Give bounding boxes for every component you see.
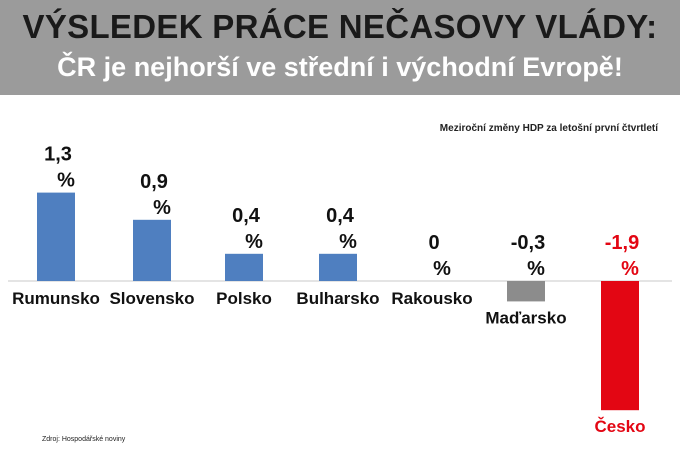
- bar-maďarsko: [507, 281, 545, 302]
- category-label: Slovensko: [109, 289, 194, 308]
- value-label: -0,3: [511, 232, 545, 254]
- value-unit-label: %: [621, 258, 639, 280]
- bar-polsko: [225, 253, 263, 281]
- bar-rumunsko: [37, 192, 75, 281]
- category-label: Rakousko: [391, 289, 472, 308]
- category-label: Česko: [594, 417, 645, 436]
- category-label: Rumunsko: [12, 289, 100, 308]
- value-unit-label: %: [433, 258, 451, 280]
- chart-note: Meziroční změny HDP za letošní první čtv…: [439, 123, 658, 134]
- value-label: 0,4: [232, 205, 261, 227]
- category-label: Maďarsko: [485, 308, 566, 327]
- value-label: 0,4: [326, 205, 355, 227]
- value-unit-label: %: [245, 231, 263, 253]
- value-label: 0: [428, 232, 439, 254]
- header-banner: VÝSLEDEK PRÁCE NEČASOVY VLÁDY: ČR je nej…: [0, 0, 680, 95]
- value-unit-label: %: [339, 231, 357, 253]
- value-label: -1,9: [605, 232, 639, 254]
- bar-česko: [601, 281, 639, 411]
- value-label: 1,3: [44, 144, 72, 166]
- page-title: VÝSLEDEK PRÁCE NEČASOVY VLÁDY:: [22, 8, 658, 45]
- value-unit-label: %: [153, 197, 171, 219]
- bar-slovensko: [133, 219, 171, 281]
- category-label: Bulharsko: [296, 289, 379, 308]
- category-label: Polsko: [216, 289, 272, 308]
- source-note: Zdroj: Hospodářské noviny: [42, 436, 126, 443]
- page-subtitle: ČR je nejhorší ve střední i východní Evr…: [57, 52, 623, 82]
- bar-bulharsko: [319, 253, 357, 281]
- value-label: 0,9: [140, 171, 168, 193]
- value-unit-label: %: [527, 258, 545, 280]
- value-unit-label: %: [57, 170, 75, 192]
